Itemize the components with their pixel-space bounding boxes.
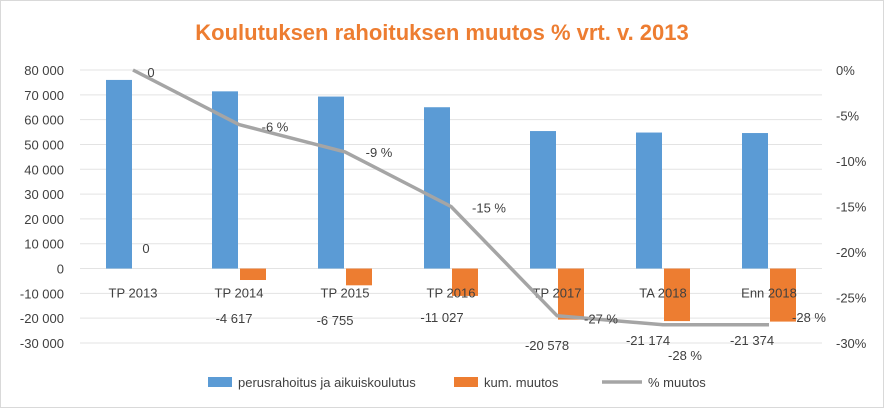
- y2-tick-label: -5%: [836, 109, 860, 124]
- bar-kum-muutos: [452, 268, 478, 296]
- percent-label: 0: [147, 65, 154, 80]
- bar-perusrahoitus: [106, 79, 132, 269]
- kum-muutos-label: -6 755: [317, 313, 354, 328]
- bar-perusrahoitus: [530, 131, 556, 269]
- y2-tick-label: -10%: [836, 154, 867, 169]
- bar-kum-muutos: [558, 268, 584, 320]
- bar-perusrahoitus: [742, 133, 768, 269]
- bar-kum-muutos: [346, 268, 372, 286]
- legend-label: % muutos: [648, 375, 706, 390]
- axis-labels: 80 000 70 000 60 000 50 000 40 000 30 000 20 0…: [20, 63, 867, 351]
- bar-kum-muutos: [240, 268, 266, 281]
- y2-tick-label: -25%: [836, 291, 867, 306]
- y-tick-label: 70 000: [24, 88, 64, 103]
- y-tick-label: 10 000: [24, 237, 64, 252]
- y2-tick-label: -20%: [836, 245, 867, 260]
- percent-label: -9 %: [366, 145, 393, 160]
- bar-perusrahoitus: [424, 107, 450, 269]
- kum-muutos-label: -20 578: [525, 338, 569, 353]
- x-tick-label: TP 2013: [109, 286, 158, 301]
- y-tick-label: -20 000: [20, 311, 64, 326]
- x-tick-label: TP 2014: [215, 286, 264, 301]
- chart-title: Koulutuksen rahoituksen muutos % vrt. v.…: [195, 20, 689, 45]
- y2-tick-label: -30%: [836, 336, 867, 351]
- y2-tick-label: -15%: [836, 200, 867, 215]
- x-tick-label: TP 2015: [321, 286, 370, 301]
- x-tick-label: TP 2017: [533, 286, 582, 301]
- y-tick-label: 30 000: [24, 187, 64, 202]
- percent-label: -6 %: [262, 120, 289, 135]
- bar-perusrahoitus: [636, 132, 662, 269]
- legend-swatch: [208, 377, 232, 387]
- legend-label: kum. muutos: [484, 375, 559, 390]
- bar-perusrahoitus: [318, 96, 344, 269]
- bar-kum-muutos: [770, 268, 796, 322]
- percent-line: [132, 68, 769, 327]
- kum-muutos-label: -4 617: [216, 311, 253, 326]
- grid-lines: [80, 69, 822, 344]
- y-tick-label: 50 000: [24, 137, 64, 152]
- y-tick-label: 20 000: [24, 212, 64, 227]
- y-tick-label: -30 000: [20, 336, 64, 351]
- x-tick-label: Enn 2018: [741, 286, 797, 301]
- percent-line-group: [132, 68, 769, 327]
- legend-swatch: [454, 377, 478, 387]
- y-tick-label: 60 000: [24, 113, 64, 128]
- x-tick-label: TA 2018: [639, 286, 686, 301]
- legend-label: perusrahoitus ja aikuiskoulutus: [238, 375, 416, 390]
- bar-kum-muutos: [664, 268, 690, 322]
- y-tick-label: 40 000: [24, 162, 64, 177]
- legend: perusrahoitus ja aikuiskoulutus kum. muut…: [208, 375, 706, 390]
- percent-label: -15 %: [472, 201, 506, 216]
- data-labels: 0 -6 % -9 % -15 % -27 % -28 % -28 % 0 -4 617 -6 7…: [142, 65, 826, 363]
- percent-label: -28 %: [792, 310, 826, 325]
- kum-muutos-label: 0: [142, 241, 149, 256]
- y-tick-label: 80 000: [24, 63, 64, 78]
- percent-label: -27 %: [584, 312, 618, 327]
- x-tick-label: TP 2016: [427, 286, 476, 301]
- kum-muutos-label: -21 374: [730, 333, 774, 348]
- y2-tick-label: 0%: [836, 63, 855, 78]
- kum-muutos-label: -11 027: [420, 310, 463, 325]
- y-tick-label: 0: [57, 262, 64, 277]
- kum-muutos-label: -21 174: [626, 333, 670, 348]
- percent-label: -28 %: [668, 348, 702, 363]
- y-tick-label: -10 000: [20, 286, 64, 301]
- bar-group: [106, 79, 796, 322]
